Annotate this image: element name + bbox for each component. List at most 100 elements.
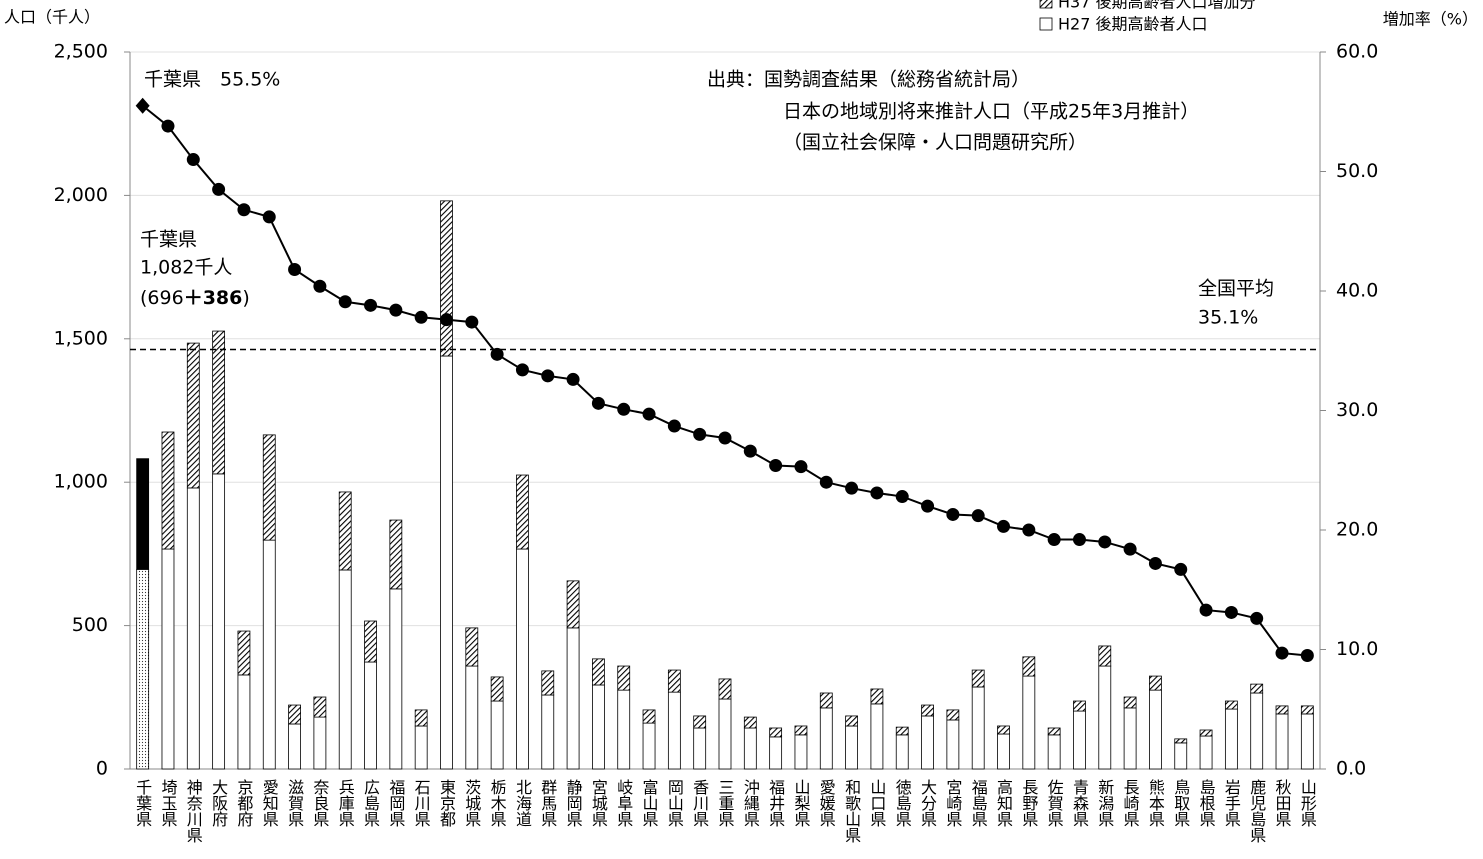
bar xyxy=(617,665,631,691)
bar xyxy=(642,709,656,724)
x-tick-label: 岐阜県 xyxy=(614,779,633,827)
bar xyxy=(364,620,377,663)
bar xyxy=(516,548,529,770)
line xyxy=(142,104,1308,657)
marker xyxy=(465,315,479,329)
marker xyxy=(439,313,453,327)
bar xyxy=(490,676,504,702)
bar xyxy=(541,694,555,770)
x-tick-label: 和歌山県 xyxy=(842,779,861,843)
annotation: (696＋386) xyxy=(140,287,250,309)
y2-tick-label: 20.0 xyxy=(1336,519,1378,541)
x-tick-label: 京都府 xyxy=(234,779,253,828)
marker xyxy=(1072,533,1086,547)
x-tick-label: 東京都 xyxy=(437,779,456,827)
bar xyxy=(971,686,985,770)
marker xyxy=(313,279,327,293)
marker xyxy=(1047,533,1061,547)
x-tick-label: 北海道 xyxy=(513,779,532,827)
marker xyxy=(794,460,808,474)
y-tick-label: 1,000 xyxy=(54,471,108,493)
bar xyxy=(1123,696,1137,709)
bar xyxy=(1073,710,1086,770)
bar xyxy=(237,630,251,676)
bar xyxy=(693,715,707,729)
y-tick-label: 2,000 xyxy=(54,184,108,206)
marker xyxy=(1224,605,1238,619)
bar xyxy=(516,474,529,550)
x-tick-label: 大阪府 xyxy=(209,779,228,828)
x-tick-label: 神奈川県 xyxy=(184,779,203,843)
bar xyxy=(338,569,352,770)
bar xyxy=(1149,689,1162,770)
bar xyxy=(262,539,276,770)
bar xyxy=(1224,700,1238,710)
marker xyxy=(1250,611,1264,625)
bar xyxy=(389,519,403,590)
bar xyxy=(743,727,757,770)
bar xyxy=(1047,727,1061,736)
y-tick-label: 1,500 xyxy=(54,327,108,349)
x-tick-label: 青森県 xyxy=(1070,779,1089,827)
bar xyxy=(946,709,960,721)
x-tick-label: 沖縄県 xyxy=(741,779,760,827)
y2-tick-label: 50.0 xyxy=(1336,160,1378,182)
bar xyxy=(819,707,833,770)
bar xyxy=(465,627,479,667)
y2-tick-label: 10.0 xyxy=(1336,638,1378,660)
bar xyxy=(693,727,707,770)
bar xyxy=(794,725,808,736)
x-tick-label: 千葉県 xyxy=(133,779,152,827)
bar xyxy=(566,627,580,770)
bar xyxy=(1199,729,1213,737)
bar xyxy=(313,716,327,770)
bar xyxy=(161,548,175,770)
bar xyxy=(946,719,960,770)
bar xyxy=(667,669,681,693)
bar xyxy=(161,431,175,550)
bar xyxy=(1149,675,1162,691)
y2-tick-label: 60.0 xyxy=(1336,41,1378,63)
bar xyxy=(1174,738,1188,744)
x-tick-label: 島根県 xyxy=(1197,779,1216,827)
y-tick-label: 2,500 xyxy=(54,41,108,63)
x-tick-label: 三重県 xyxy=(716,779,735,827)
bar xyxy=(1275,713,1289,770)
bar xyxy=(136,568,150,770)
bar xyxy=(769,736,783,770)
reference-label: 全国平均 xyxy=(1198,278,1274,300)
bar xyxy=(895,726,909,736)
bar xyxy=(1098,665,1112,770)
bar xyxy=(1047,734,1061,770)
x-tick-label: 新潟県 xyxy=(1095,779,1114,827)
marker xyxy=(769,458,783,472)
legend-label: H27 後期高齢者人口 xyxy=(1058,15,1207,34)
marker xyxy=(135,97,150,114)
x-tick-label: 福岡県 xyxy=(386,779,405,827)
marker xyxy=(971,509,985,523)
bar xyxy=(541,670,555,696)
bar xyxy=(566,580,580,629)
bar xyxy=(743,716,757,729)
marker xyxy=(338,295,352,309)
bar xyxy=(440,355,453,770)
marker xyxy=(212,182,226,196)
marker xyxy=(515,363,529,377)
x-tick-label: 群馬県 xyxy=(538,779,557,827)
legend-swatch xyxy=(1039,0,1053,9)
bar xyxy=(313,696,327,718)
bar xyxy=(1300,713,1314,770)
bar xyxy=(718,678,732,700)
bar xyxy=(870,703,884,770)
x-tick-label: 鹿児島県 xyxy=(1247,779,1266,843)
x-tick-label: 佐賀県 xyxy=(1045,779,1064,827)
x-tick-label: 大分県 xyxy=(918,779,937,827)
bar xyxy=(262,434,276,541)
x-tick-label: 茨城県 xyxy=(462,779,481,827)
bar xyxy=(997,733,1010,770)
x-tick-label: 栃木県 xyxy=(488,779,507,827)
source: （国立社会保障・人口問題研究所） xyxy=(783,132,1087,154)
bar xyxy=(667,691,681,770)
marker xyxy=(870,486,884,500)
x-tick-label: 宮崎県 xyxy=(943,779,962,827)
